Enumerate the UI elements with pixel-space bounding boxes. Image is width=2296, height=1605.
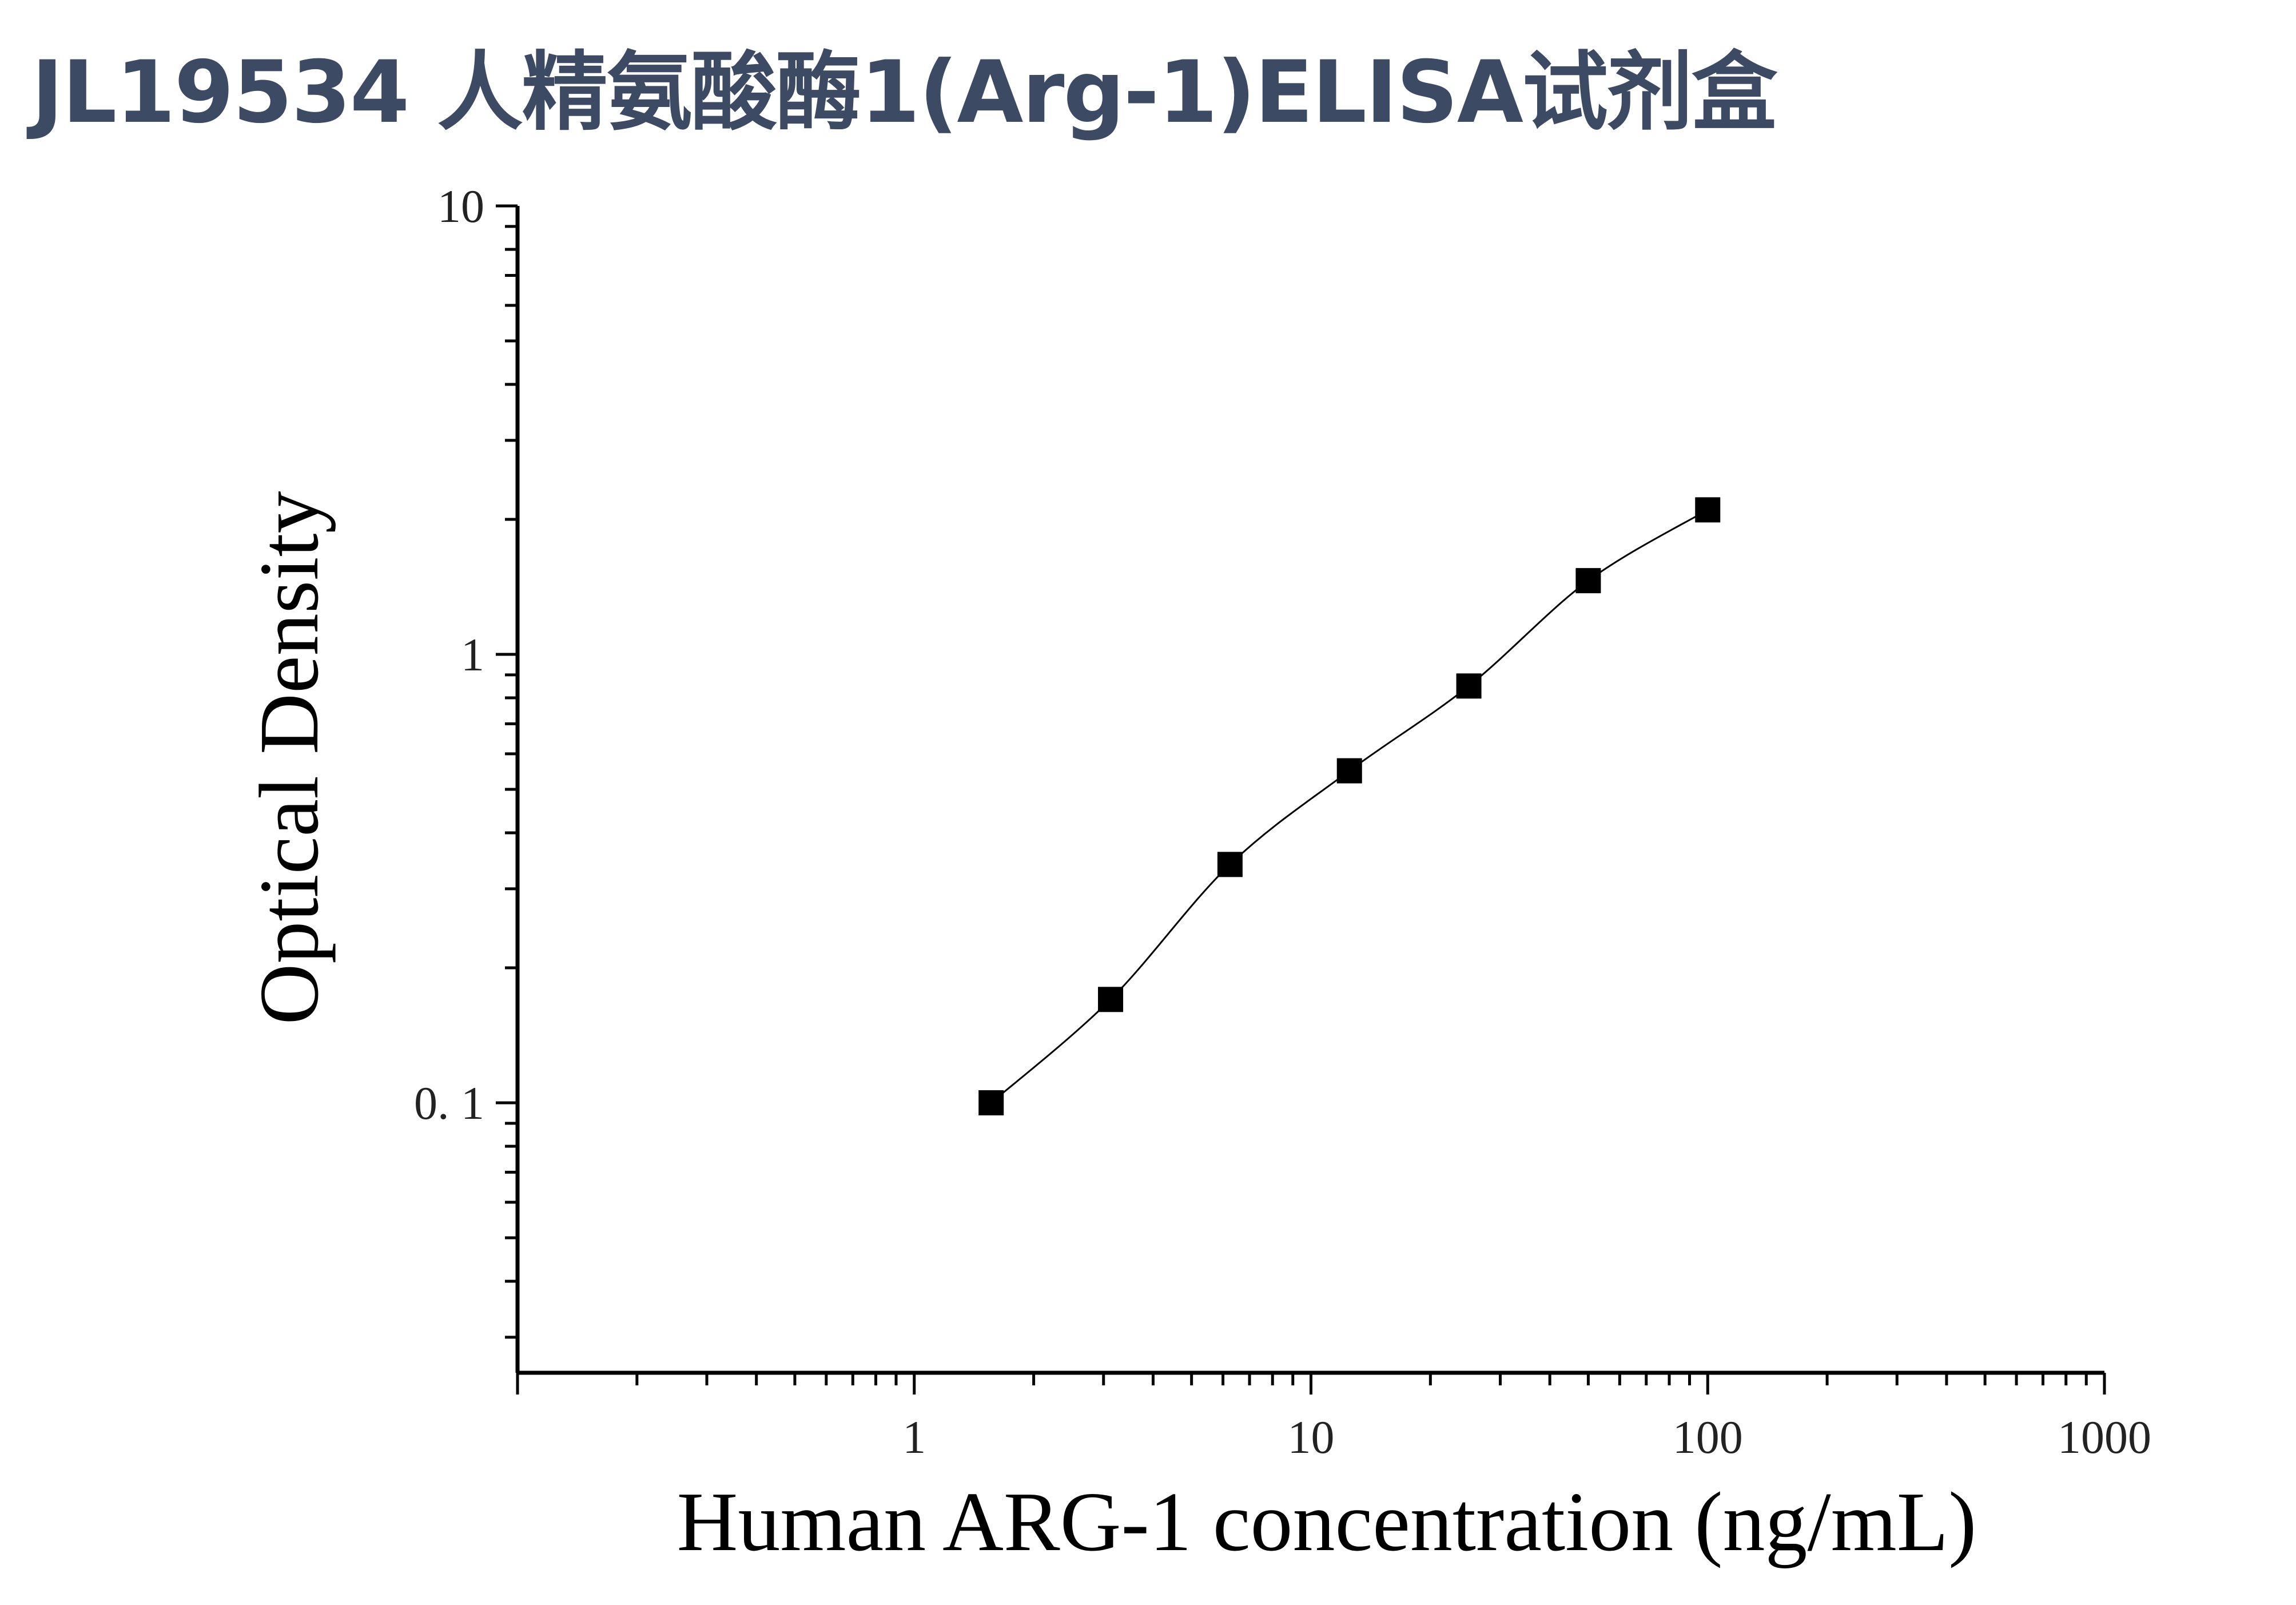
data-point bbox=[1098, 987, 1124, 1012]
y-tick-label: 10 bbox=[437, 180, 484, 232]
data-points-layer bbox=[978, 497, 1721, 1115]
data-point bbox=[1336, 758, 1362, 784]
x-axis-title: Human ARG-1 concentration (ng/mL) bbox=[677, 1475, 1977, 1569]
x-tick-label: 100 bbox=[1673, 1411, 1743, 1463]
page-title: JL19534 人精氨酸酶1(Arg-1)ELISA试剂盒 bbox=[31, 43, 1777, 142]
axes: 1 10 100 1000 0. 1 1 10 bbox=[414, 180, 2151, 1463]
fit-curve-layer bbox=[990, 509, 1709, 1104]
data-point bbox=[1456, 673, 1482, 699]
y-axis-title: Optical Density bbox=[242, 491, 336, 1024]
x-tick-label: 10 bbox=[1288, 1411, 1335, 1463]
x-tick-label: 1000 bbox=[2058, 1411, 2151, 1463]
y-tick-label: 1 bbox=[461, 629, 484, 681]
fit-curve bbox=[990, 509, 1709, 1104]
data-point bbox=[1575, 568, 1601, 594]
data-point bbox=[1695, 497, 1721, 523]
data-point bbox=[978, 1090, 1004, 1115]
y-tick-label: 0. 1 bbox=[414, 1077, 484, 1129]
x-tick-label: 1 bbox=[902, 1411, 926, 1463]
data-point bbox=[1217, 852, 1243, 877]
